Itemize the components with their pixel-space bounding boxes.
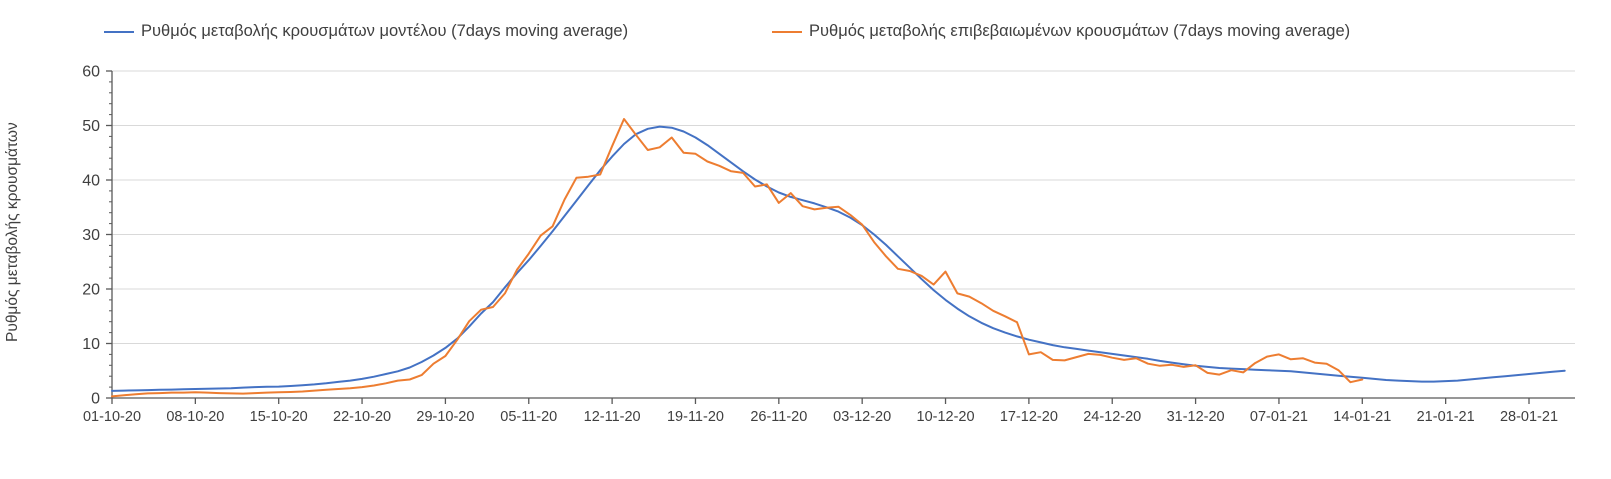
svg-text:31-12-20: 31-12-20 <box>1167 409 1225 425</box>
svg-text:60: 60 <box>82 64 100 81</box>
svg-text:14-01-21: 14-01-21 <box>1333 409 1391 425</box>
legend-label-model: Ρυθμός μεταβολής κρουσμάτων μοντέλου (7d… <box>141 22 629 40</box>
svg-text:07-01-21: 07-01-21 <box>1250 409 1308 425</box>
svg-text:01-10-20: 01-10-20 <box>83 409 141 425</box>
svg-text:10: 10 <box>82 336 100 353</box>
svg-text:08-10-20: 08-10-20 <box>166 409 224 425</box>
svg-text:12-11-20: 12-11-20 <box>584 409 641 425</box>
svg-text:28-01-21: 28-01-21 <box>1500 409 1558 425</box>
svg-text:30: 30 <box>82 227 100 244</box>
svg-text:29-10-20: 29-10-20 <box>416 409 474 425</box>
svg-text:20: 20 <box>82 282 100 299</box>
legend-label-confirmed: Ρυθμός μεταβολής επιβεβαιωμένων κρουσμάτ… <box>809 22 1351 40</box>
svg-text:17-12-20: 17-12-20 <box>1000 409 1058 425</box>
svg-text:50: 50 <box>82 118 100 135</box>
svg-text:21-01-21: 21-01-21 <box>1417 409 1475 425</box>
svg-text:0: 0 <box>91 391 100 408</box>
legend-item-model: Ρυθμός μεταβολής κρουσμάτων μοντέλου (7d… <box>104 22 628 41</box>
svg-text:26-11-20: 26-11-20 <box>750 409 807 425</box>
legend-item-confirmed: Ρυθμός μεταβολής επιβεβαιωμένων κρουσμάτ… <box>772 22 1350 41</box>
svg-text:19-11-20: 19-11-20 <box>667 409 724 425</box>
svg-text:40: 40 <box>82 173 100 190</box>
svg-text:03-12-20: 03-12-20 <box>833 409 891 425</box>
svg-text:05-11-20: 05-11-20 <box>500 409 557 425</box>
svg-text:10-12-20: 10-12-20 <box>917 409 975 425</box>
svg-text:15-10-20: 15-10-20 <box>250 409 308 425</box>
svg-text:22-10-20: 22-10-20 <box>333 409 391 425</box>
legend-line-confirmed-icon <box>772 30 802 33</box>
svg-text:24-12-20: 24-12-20 <box>1083 409 1141 425</box>
legend-line-model-icon <box>104 30 134 33</box>
